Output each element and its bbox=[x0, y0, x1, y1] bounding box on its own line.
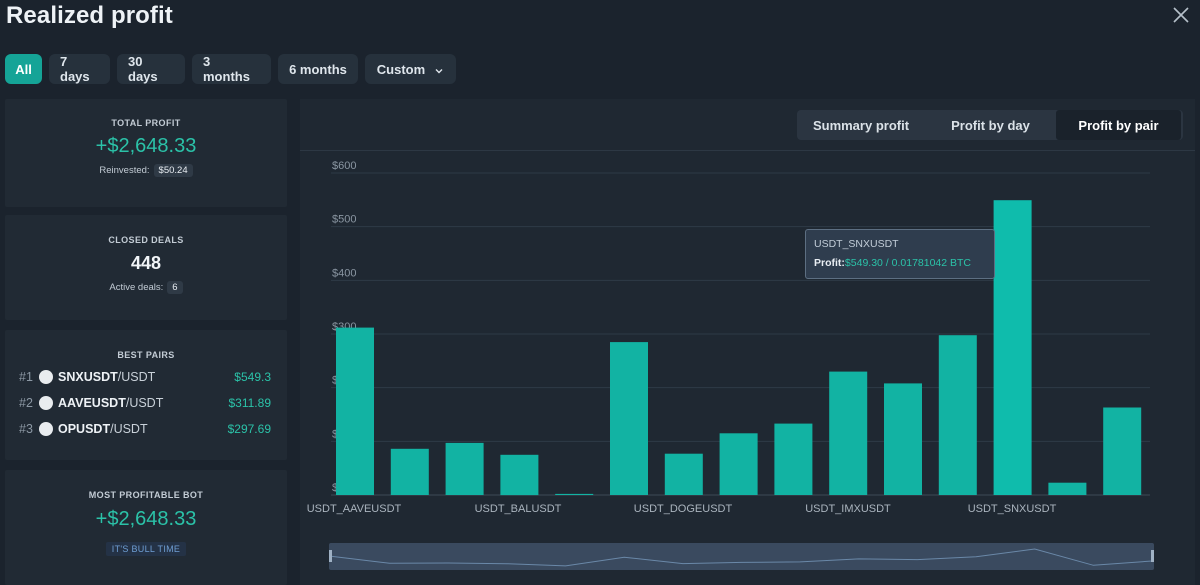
page-title: Realized profit bbox=[6, 2, 173, 29]
best-pairs-card: BEST PAIRS #1 SNXUSDT /USDT $549.3 #2 AA… bbox=[5, 330, 287, 460]
total-profit-label: TOTAL PROFIT bbox=[111, 118, 181, 128]
tooltip-label: Profit: bbox=[814, 257, 845, 269]
most-profitable-bot-card: MOST PROFITABLE BOT +$2,648.33 IT'S BULL… bbox=[5, 470, 287, 585]
pair-base: SNXUSDT bbox=[58, 370, 118, 384]
coin-icon bbox=[39, 396, 53, 410]
pair-profit: $311.89 bbox=[228, 396, 272, 410]
active-deals-label: Active deals: bbox=[109, 282, 164, 293]
pair-rank: #2 bbox=[19, 396, 33, 410]
tab-profit-by-pair[interactable]: Profit by pair bbox=[1056, 110, 1181, 140]
tab-profit-by-day[interactable]: Profit by day bbox=[951, 117, 1030, 133]
closed-deals-card: CLOSED DEALS 448 Active deals: 6 bbox=[5, 215, 287, 320]
closed-deals-value: 448 bbox=[130, 253, 162, 273]
best-pairs-label: BEST PAIRS bbox=[117, 350, 175, 360]
total-profit-value: +$2,648.33 bbox=[95, 135, 197, 157]
coin-icon bbox=[39, 370, 53, 384]
chart-range-scroller[interactable] bbox=[329, 543, 1154, 570]
best-pair-row[interactable]: #2 AAVEUSDT /USDT $311.89 bbox=[19, 394, 271, 412]
most-profitable-bot-label: MOST PROFITABLE BOT bbox=[88, 490, 204, 500]
pair-base: AAVEUSDT bbox=[58, 396, 126, 410]
period-filter-bar: All 7 days 30 days 3 months 6 months Cus… bbox=[5, 54, 456, 84]
range-sparkline bbox=[329, 548, 1154, 567]
filter-3-months-button[interactable]: 3 months bbox=[192, 54, 271, 84]
reinvested-label: Reinvested: bbox=[99, 165, 150, 176]
chevron-down-icon bbox=[434, 64, 444, 74]
pair-quote: /USDT bbox=[125, 396, 164, 410]
filter-custom-dropdown[interactable]: Custom bbox=[365, 54, 456, 84]
best-pair-row[interactable]: #3 OPUSDT /USDT $297.69 bbox=[19, 420, 271, 438]
filter-30-days-button[interactable]: 30 days bbox=[117, 54, 185, 84]
pair-profit: $297.69 bbox=[227, 422, 271, 436]
bar-tooltip: USDT_SNXUSDT Profit:$549.30 / 0.01781042… bbox=[805, 229, 995, 279]
tooltip-row: Profit:$549.30 / 0.01781042 BTC bbox=[814, 257, 986, 269]
bot-name-link[interactable]: IT'S BULL TIME bbox=[105, 542, 187, 556]
tooltip-value: $549.30 / 0.01781042 BTC bbox=[844, 257, 972, 269]
chart-header-divider bbox=[300, 150, 1195, 151]
bot-name-row: IT'S BULL TIME bbox=[5, 539, 287, 557]
filter-custom-label: Custom bbox=[376, 61, 426, 77]
pair-profit: $549.3 bbox=[234, 370, 271, 384]
range-handle-left[interactable] bbox=[329, 550, 332, 562]
tooltip-title: USDT_SNXUSDT bbox=[814, 238, 899, 250]
chart-view-tabs: Summary profit Profit by day Profit by p… bbox=[797, 110, 1183, 140]
coin-icon bbox=[39, 422, 53, 436]
filter-7-days-button[interactable]: 7 days bbox=[49, 54, 110, 84]
filter-all-button[interactable]: All bbox=[5, 54, 42, 84]
pair-rank: #1 bbox=[19, 370, 33, 384]
close-icon[interactable] bbox=[1172, 6, 1190, 24]
total-profit-card: TOTAL PROFIT +$2,648.33 Reinvested: $50.… bbox=[5, 99, 287, 207]
filter-6-months-button[interactable]: 6 months bbox=[278, 54, 358, 84]
chart-panel bbox=[300, 99, 1195, 585]
pair-quote: /USDT bbox=[110, 422, 148, 436]
pair-rank: #3 bbox=[19, 422, 33, 436]
most-profitable-bot-value: +$2,648.33 bbox=[95, 508, 197, 530]
active-deals-value: 6 bbox=[167, 281, 183, 294]
reinvested-row: Reinvested: $50.24 bbox=[5, 164, 287, 177]
pair-quote: /USDT bbox=[117, 370, 156, 384]
range-handle-right[interactable] bbox=[1151, 550, 1154, 562]
reinvested-value: $50.24 bbox=[153, 164, 193, 177]
active-deals-row: Active deals: 6 bbox=[5, 281, 287, 294]
pair-base: OPUSDT bbox=[58, 422, 111, 436]
closed-deals-label: CLOSED DEALS bbox=[108, 235, 184, 245]
tab-summary-profit[interactable]: Summary profit bbox=[812, 117, 910, 133]
best-pair-row[interactable]: #1 SNXUSDT /USDT $549.3 bbox=[19, 368, 271, 386]
